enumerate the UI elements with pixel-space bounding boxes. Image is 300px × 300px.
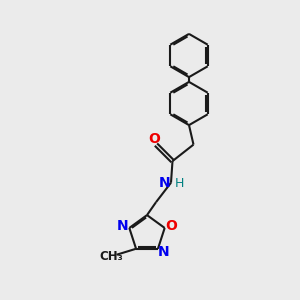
Text: N: N — [159, 176, 170, 190]
Text: H: H — [175, 177, 184, 190]
Text: N: N — [158, 245, 169, 259]
Text: CH₃: CH₃ — [99, 250, 123, 263]
Text: N: N — [117, 220, 128, 233]
Text: O: O — [165, 220, 177, 233]
Text: O: O — [148, 132, 160, 146]
